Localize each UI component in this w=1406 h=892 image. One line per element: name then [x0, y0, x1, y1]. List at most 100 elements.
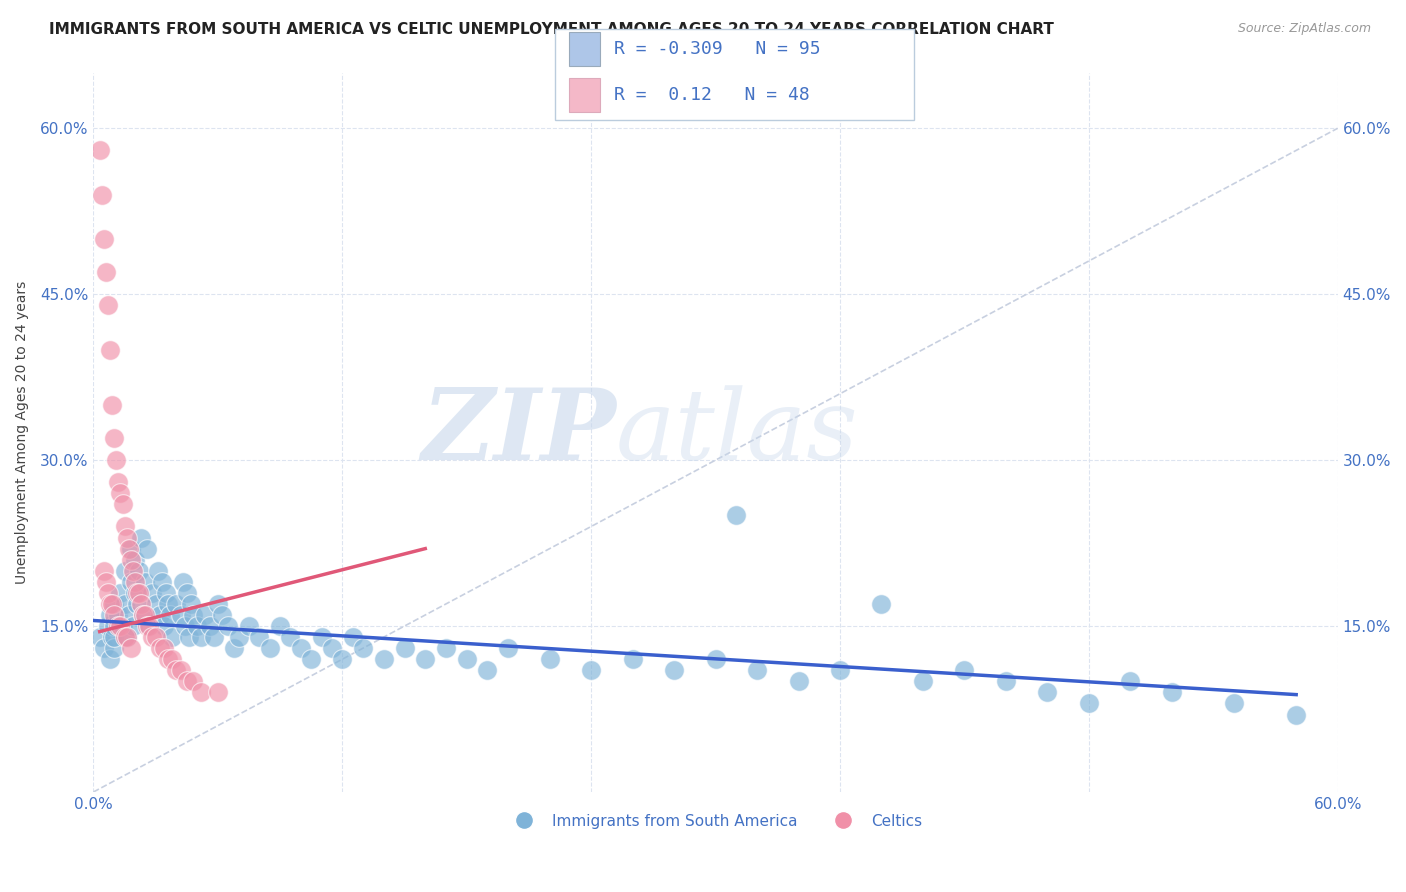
Point	[136, 541, 159, 556]
Point	[269, 619, 291, 633]
Point	[299, 652, 322, 666]
Point	[247, 630, 270, 644]
Point	[1160, 685, 1182, 699]
Point	[165, 663, 187, 677]
Point	[153, 619, 176, 633]
Point	[202, 630, 225, 644]
Point	[128, 586, 150, 600]
Point	[101, 630, 124, 644]
Point	[477, 663, 499, 677]
Point	[107, 619, 129, 633]
Point	[162, 652, 184, 666]
Point	[157, 597, 180, 611]
Point	[1036, 685, 1059, 699]
Point	[110, 586, 132, 600]
Point	[1285, 707, 1308, 722]
Point	[97, 619, 120, 633]
Point	[373, 652, 395, 666]
Point	[111, 497, 134, 511]
Point	[579, 663, 602, 677]
Point	[107, 607, 129, 622]
Y-axis label: Unemployment Among Ages 20 to 24 years: Unemployment Among Ages 20 to 24 years	[15, 281, 30, 584]
Point	[290, 641, 312, 656]
Point	[186, 619, 208, 633]
Point	[110, 486, 132, 500]
Point	[181, 674, 204, 689]
Point	[132, 607, 155, 622]
Point	[496, 641, 519, 656]
Point	[94, 265, 117, 279]
Text: atlas: atlas	[616, 384, 859, 480]
Point	[89, 144, 111, 158]
Point	[330, 652, 353, 666]
Text: R = -0.309   N = 95: R = -0.309 N = 95	[614, 39, 821, 58]
Point	[97, 298, 120, 312]
Point	[150, 574, 173, 589]
Point	[146, 564, 169, 578]
Point	[128, 564, 150, 578]
Point	[180, 597, 202, 611]
Point	[122, 564, 145, 578]
Point	[105, 453, 128, 467]
Point	[911, 674, 934, 689]
Point	[434, 641, 457, 656]
Point	[94, 574, 117, 589]
Point	[124, 552, 146, 566]
Point	[89, 630, 111, 644]
Point	[224, 641, 246, 656]
Point	[103, 431, 125, 445]
Text: R =  0.12   N = 48: R = 0.12 N = 48	[614, 86, 810, 103]
Point	[125, 586, 148, 600]
Point	[394, 641, 416, 656]
Point	[745, 663, 768, 677]
Point	[115, 531, 138, 545]
Point	[149, 641, 172, 656]
Point	[207, 685, 229, 699]
Point	[198, 619, 221, 633]
Point	[114, 597, 136, 611]
Point	[114, 564, 136, 578]
Point	[1223, 697, 1246, 711]
Point	[101, 398, 124, 412]
Point	[120, 541, 142, 556]
Point	[141, 630, 163, 644]
Point	[110, 619, 132, 633]
Point	[207, 597, 229, 611]
Point	[122, 619, 145, 633]
Point	[124, 586, 146, 600]
Point	[342, 630, 364, 644]
Point	[138, 619, 160, 633]
Point	[211, 607, 233, 622]
Point	[134, 574, 156, 589]
Point	[129, 531, 152, 545]
Point	[125, 597, 148, 611]
Point	[352, 641, 374, 656]
Point	[456, 652, 478, 666]
Point	[103, 597, 125, 611]
Point	[114, 630, 136, 644]
Point	[141, 586, 163, 600]
Point	[134, 607, 156, 622]
Point	[787, 674, 810, 689]
Point	[177, 630, 200, 644]
Point	[1119, 674, 1142, 689]
Point	[280, 630, 302, 644]
Point	[181, 607, 204, 622]
Legend: Immigrants from South America, Celtics: Immigrants from South America, Celtics	[503, 807, 928, 835]
Point	[190, 630, 212, 644]
Point	[97, 586, 120, 600]
Point	[176, 586, 198, 600]
Point	[173, 619, 195, 633]
Point	[190, 685, 212, 699]
Point	[101, 597, 124, 611]
Point	[120, 641, 142, 656]
Point	[538, 652, 561, 666]
Point	[118, 607, 141, 622]
Point	[93, 564, 115, 578]
Point	[103, 619, 125, 633]
Point	[136, 619, 159, 633]
Point	[238, 619, 260, 633]
Point	[138, 619, 160, 633]
Point	[107, 475, 129, 490]
Point	[176, 674, 198, 689]
